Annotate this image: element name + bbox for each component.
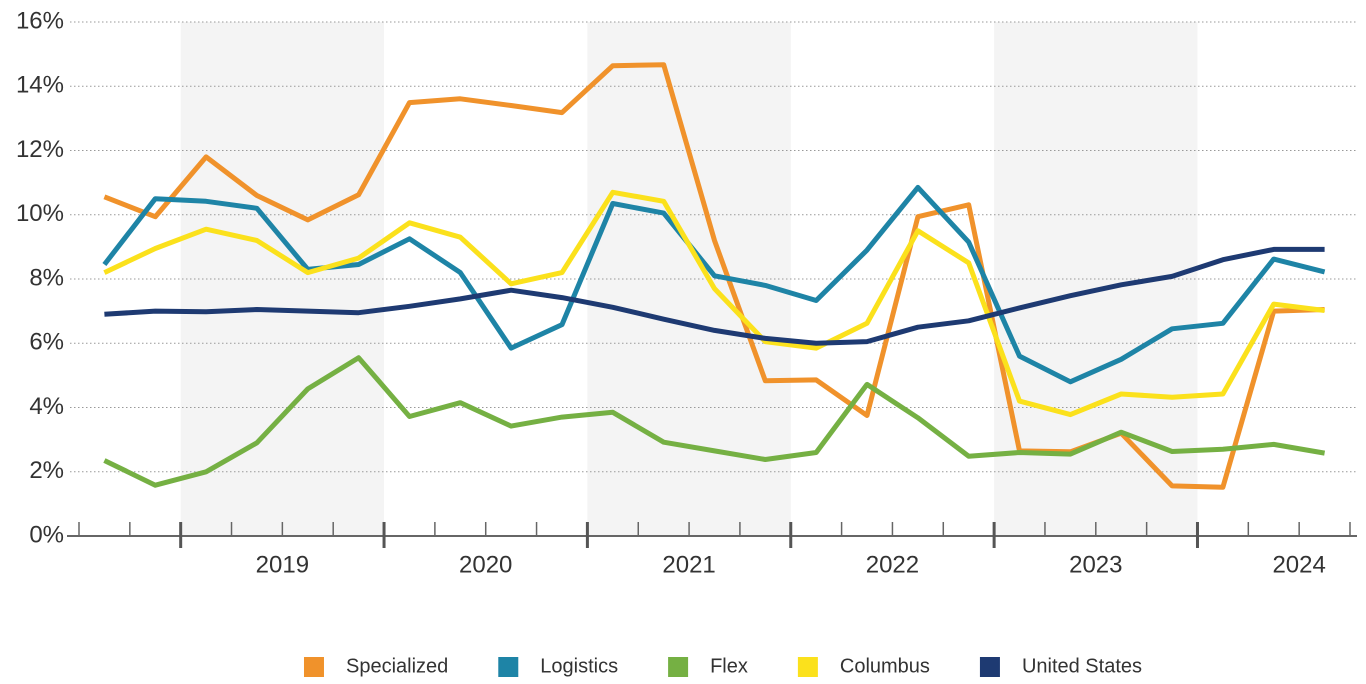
y-tick-label: 0% <box>29 521 64 548</box>
series-line <box>104 246 1325 346</box>
legend-swatch <box>797 657 818 677</box>
y-tick-label: 16% <box>16 7 64 34</box>
x-tick-label: 2022 <box>866 551 919 578</box>
series-line <box>103 355 1326 488</box>
legend-swatch <box>498 657 519 677</box>
legend-label: Logistics <box>540 655 618 677</box>
legend-swatch <box>979 657 1000 677</box>
y-tick-label: 4% <box>29 393 64 420</box>
series-line <box>103 189 1325 418</box>
y-tick-label: 12% <box>16 136 64 163</box>
legend-swatch <box>668 657 689 677</box>
y-tick-label: 14% <box>16 72 64 99</box>
x-tick-label: 2024 <box>1272 551 1325 578</box>
legend-label: Specialized <box>346 655 448 677</box>
x-tick-label: 2020 <box>459 551 512 578</box>
legend: Specialized Logistics Flex Columbus United S… <box>303 655 1142 677</box>
y-tick-label: 10% <box>16 200 64 227</box>
legend-label: Columbus <box>840 655 930 677</box>
legend-label: United States <box>1022 655 1142 677</box>
x-tick-label: 2019 <box>256 551 309 578</box>
legend-label: Flex <box>710 655 748 677</box>
y-tick-label: 2% <box>29 457 64 484</box>
year-band <box>587 22 791 536</box>
legend-swatch <box>303 657 324 677</box>
series-line <box>102 184 1326 385</box>
y-tick-label: 8% <box>29 264 64 291</box>
x-tick-label: 2023 <box>1069 551 1122 578</box>
x-tick-label: 2021 <box>662 551 715 578</box>
y-tick-label: 6% <box>29 329 64 356</box>
